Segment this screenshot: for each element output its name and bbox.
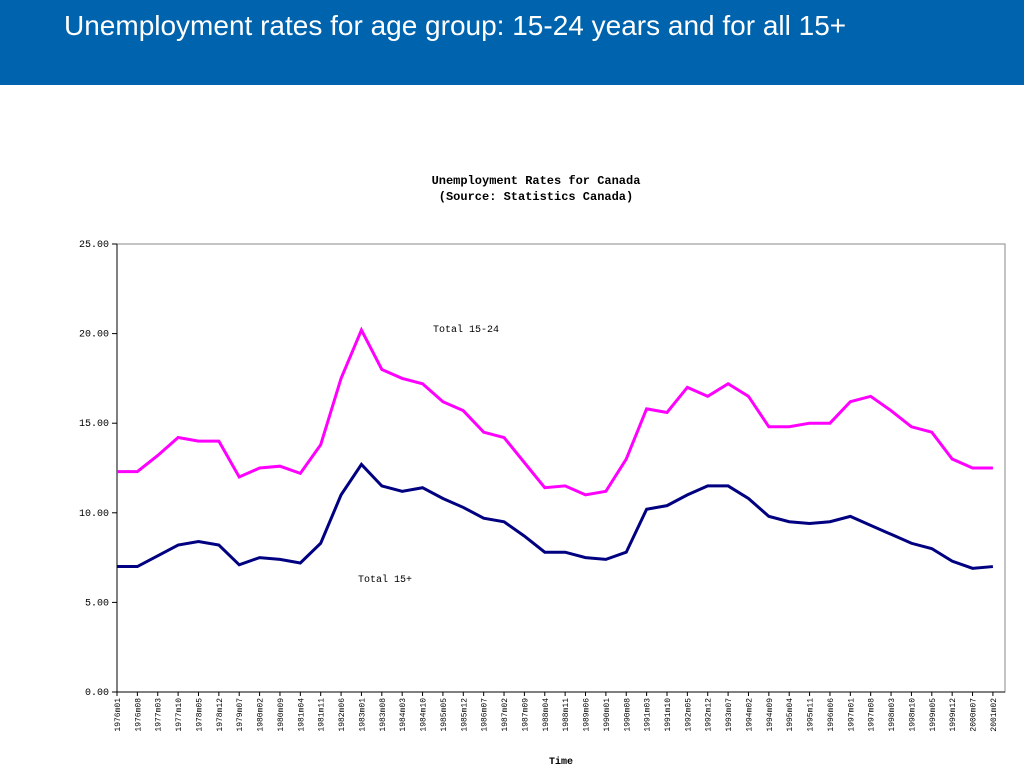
x-tick-label: 1986m07 (481, 698, 490, 732)
x-tick-label: 1997m01 (847, 698, 856, 732)
x-axis-label: Time (549, 756, 573, 768)
x-tick-label: 1995m11 (807, 698, 816, 732)
x-tick-label: 1981m11 (318, 698, 327, 732)
chart-title: Unemployment Rates for Canada (432, 174, 641, 188)
x-tick-label: 1977m03 (155, 698, 164, 732)
x-tick-label: 1994m09 (766, 698, 775, 732)
x-tick-label: 2000m07 (970, 698, 979, 732)
x-tick-label: 1983m01 (358, 698, 367, 732)
x-tick-label: 1996m06 (827, 698, 836, 732)
y-tick-label: 0.00 (85, 688, 109, 699)
x-tick-label: 1990m01 (603, 698, 612, 732)
series-annotation: Total 15+ (358, 574, 412, 586)
header-band: Unemployment rates for age group: 15-24 … (0, 0, 1024, 85)
x-tick-label: 1988m04 (542, 698, 551, 732)
x-tick-label: 1978m05 (195, 698, 204, 732)
x-tick-label: 1976m08 (134, 698, 143, 732)
x-tick-label: 1999m05 (929, 698, 938, 732)
x-tick-label: 1984m10 (420, 698, 429, 732)
series-line (117, 462, 994, 570)
x-tick-label: 1998m10 (908, 698, 917, 732)
x-tick-label: 1992m05 (684, 698, 693, 732)
y-tick-label: 10.00 (79, 509, 109, 520)
x-tick-label: 1979m07 (236, 698, 245, 732)
x-tick-label: 1977m10 (175, 698, 184, 732)
x-tick-label: 1990m08 (623, 698, 632, 732)
x-tick-label: 1993m07 (725, 698, 734, 732)
x-tick-label: 1988m11 (562, 698, 571, 732)
y-tick-label: 25.00 (79, 240, 109, 251)
y-tick-label: 20.00 (79, 330, 109, 341)
y-tick-label: 15.00 (79, 419, 109, 430)
y-tick-label: 5.00 (85, 598, 109, 609)
chart-subtitle: (Source: Statistics Canada) (439, 190, 633, 204)
plot-frame (116, 243, 1006, 693)
x-tick-label: 1995m04 (786, 698, 795, 732)
x-tick-label: 1999m12 (949, 698, 958, 732)
x-tick-label: 1985m05 (440, 698, 449, 732)
slide-title: Unemployment rates for age group: 15-24 … (64, 10, 847, 41)
series-annotation: Total 15-24 (433, 324, 499, 336)
x-tick-label: 1998m03 (888, 698, 897, 732)
x-tick-label: 1980m02 (257, 698, 266, 732)
x-tick-label: 1976m01 (114, 698, 123, 732)
x-tick-label: 1982m06 (338, 698, 347, 732)
series-line (117, 326, 993, 497)
x-tick-label: 1997m08 (868, 698, 877, 732)
x-tick-label: 1991m10 (664, 698, 673, 732)
x-tick-label: 1992m12 (705, 698, 714, 732)
x-tick-label: 1989m06 (583, 698, 592, 732)
x-tick-label: 1978m12 (216, 698, 225, 732)
x-tick-label: 1983m08 (379, 698, 388, 732)
x-tick-label: 1994m02 (745, 698, 754, 732)
x-tick-label: 1980m09 (277, 698, 286, 732)
x-tick-label: 1987m02 (501, 698, 510, 732)
x-tick-label: 2001m02 (990, 698, 999, 732)
x-tick-label: 1981m04 (297, 698, 306, 732)
x-tick-label: 1984m03 (399, 698, 408, 732)
x-tick-label: 1985m12 (460, 698, 469, 732)
x-tick-label: 1991m03 (644, 698, 653, 732)
x-tick-label: 1987m09 (521, 698, 530, 732)
